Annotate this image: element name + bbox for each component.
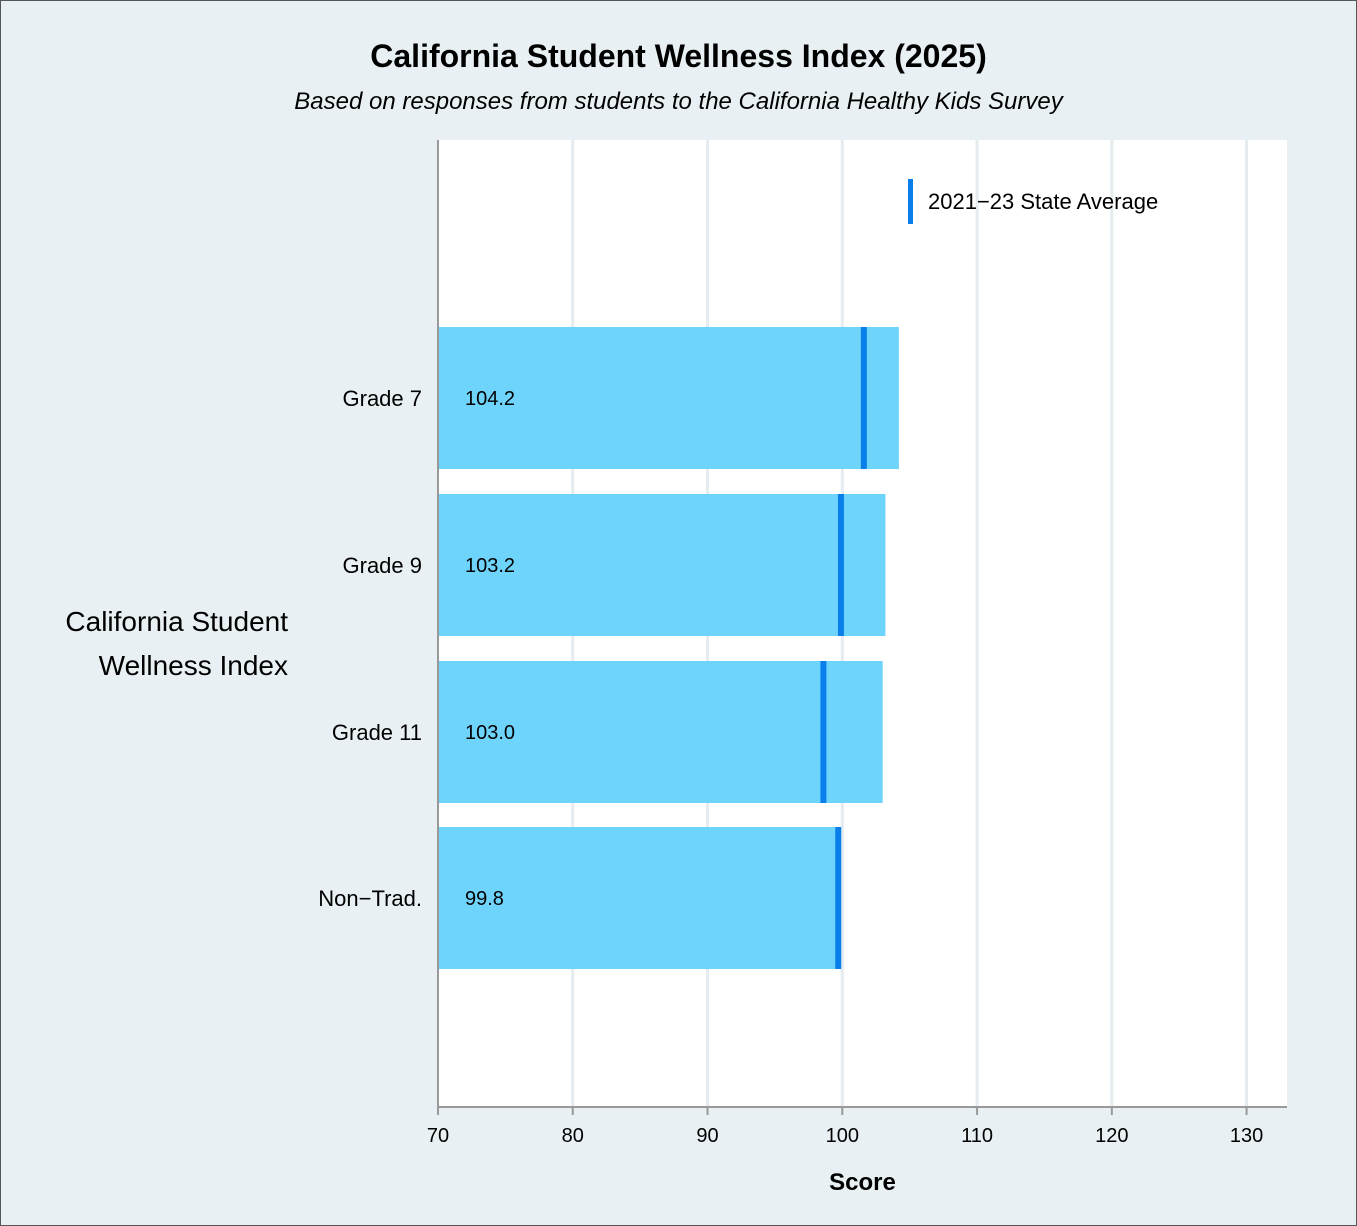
category-label: Grade 11 — [332, 720, 422, 745]
value-label: 103.2 — [465, 555, 515, 577]
bar — [439, 827, 840, 969]
reference-marker — [860, 327, 867, 469]
chart-title: California Student Wellness Index (2025) — [370, 38, 987, 74]
reference-marker — [835, 827, 842, 969]
category-label: Grade 9 — [343, 553, 423, 578]
x-tick-label: 90 — [696, 1125, 718, 1147]
reference-marker — [837, 494, 844, 636]
bar — [439, 327, 899, 469]
x-tick-label: 100 — [826, 1125, 859, 1147]
x-tick-label: 80 — [562, 1125, 584, 1147]
value-label: 104.2 — [465, 388, 515, 410]
x-tick-label: 130 — [1230, 1125, 1263, 1147]
chart-subtitle: Based on responses from students to the … — [294, 88, 1063, 115]
bar — [439, 661, 883, 803]
category-label: Non−Trad. — [318, 886, 422, 911]
value-label: 103.0 — [465, 722, 515, 744]
x-tick-label: 70 — [427, 1125, 449, 1147]
x-axis-title: Score — [829, 1169, 896, 1196]
category-label: Grade 7 — [343, 386, 423, 411]
x-tick-label: 110 — [961, 1125, 993, 1147]
x-tick-label: 120 — [1095, 1125, 1128, 1147]
legend-label: 2021−23 State Average — [928, 189, 1158, 214]
legend-swatch — [908, 179, 913, 224]
group-label: California Student Wellness Index — [65, 606, 288, 681]
bar — [439, 494, 886, 636]
value-label: 99.8 — [465, 888, 504, 910]
reference-marker — [820, 661, 827, 803]
